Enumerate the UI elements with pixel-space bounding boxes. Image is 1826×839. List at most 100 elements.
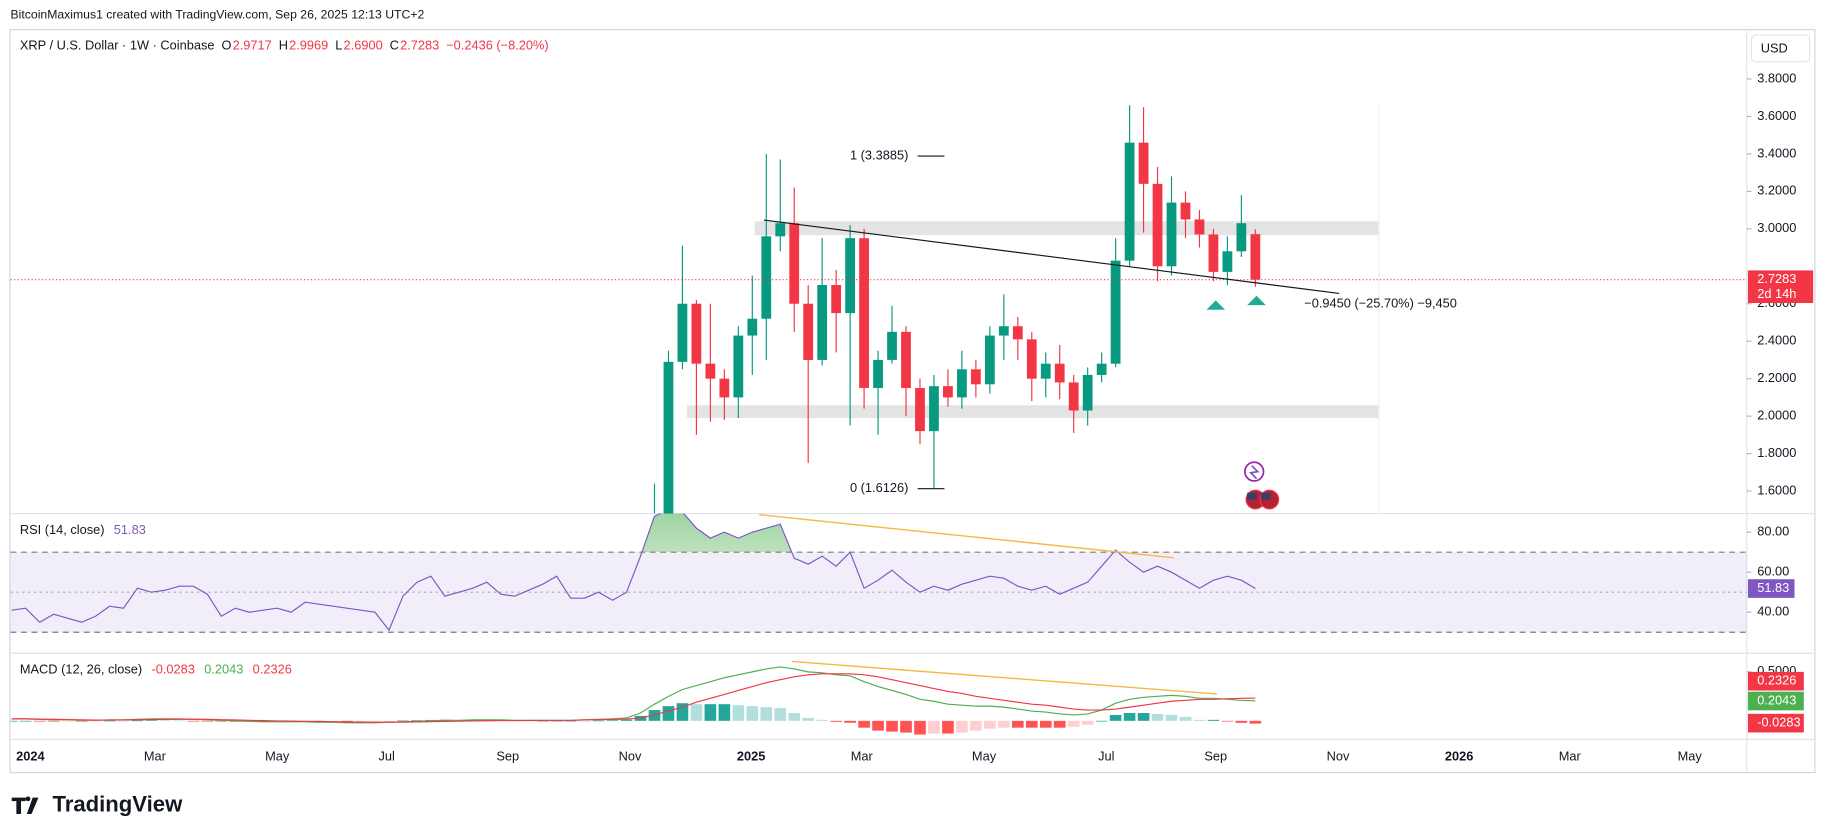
histogram-bar <box>732 705 745 721</box>
last-price-label: 2.7283 <box>1757 271 1796 286</box>
x-tick-label: Sep <box>496 748 519 763</box>
histogram-bar <box>159 720 172 722</box>
macd-value-label: 0.2326 <box>1757 673 1796 688</box>
histogram-bar <box>201 720 214 722</box>
macd-legend-value: 0.2326 <box>253 662 292 677</box>
histogram-bar <box>33 720 46 722</box>
histogram-bar <box>411 720 423 721</box>
histogram-bar <box>215 720 228 722</box>
measure-label: −0.9450 (−25.70%) −9,450 <box>1304 295 1457 310</box>
histogram-bar <box>956 720 968 733</box>
histogram-bar <box>1165 714 1178 721</box>
candle-body <box>1194 219 1205 235</box>
candle-body <box>747 318 758 336</box>
support-zone <box>687 405 1379 419</box>
histogram-bar <box>19 720 32 722</box>
histogram-bar <box>383 720 395 722</box>
macd-line <box>11 673 1256 723</box>
candle-body <box>1040 363 1051 379</box>
arrow-up <box>1206 300 1226 310</box>
y-tick-label: 3.8000 <box>1757 70 1796 85</box>
x-tick-label: Jul <box>378 748 394 763</box>
candle-body <box>1082 374 1093 411</box>
histogram-bar <box>746 706 759 721</box>
candle-body <box>1138 142 1149 184</box>
y-tick-label: 3.2000 <box>1757 183 1796 198</box>
histogram-bar <box>1249 720 1262 724</box>
x-tick-label: 2025 <box>737 748 765 763</box>
candle-body <box>1208 234 1219 272</box>
histogram-bar <box>1025 720 1038 728</box>
candle-body <box>984 335 995 385</box>
y-tick-label: 1.8000 <box>1757 445 1796 460</box>
histogram-bar <box>662 706 675 721</box>
macd-value-label: -0.0283 <box>1757 715 1800 730</box>
y-tick-label: 40.00 <box>1757 604 1789 619</box>
candle-body <box>887 331 897 360</box>
rsi-line <box>11 513 1256 632</box>
event-icon-bolt <box>1248 465 1260 480</box>
histogram-bar <box>131 720 144 722</box>
histogram-bar <box>103 720 116 722</box>
histogram-bar <box>1081 720 1094 725</box>
legend-key: C <box>390 38 399 53</box>
last-price-box <box>1747 270 1814 304</box>
rsi-value-box <box>1747 579 1795 598</box>
macd-value-box <box>1747 713 1804 733</box>
candle-body <box>803 303 814 360</box>
histogram-bar <box>1179 716 1192 721</box>
y-tick-label: 1.6000 <box>1757 482 1796 497</box>
histogram-bar <box>942 720 954 734</box>
legend-value: 2.9717 <box>233 38 272 53</box>
rsi-legend: RSI (14, close) 51.83 <box>20 522 146 537</box>
macd-title: MACD (12, 26, close) <box>20 662 142 677</box>
macd-pane <box>10 666 1262 735</box>
histogram-bar <box>1123 712 1136 721</box>
frame <box>9 29 1816 774</box>
rsi-title: RSI (14, close) <box>20 522 105 537</box>
candle-body <box>719 378 730 398</box>
histogram-bar <box>774 708 787 721</box>
candle-body <box>929 386 939 432</box>
histogram-bar <box>1039 720 1052 728</box>
x-tick-label: 2024 <box>16 748 45 763</box>
candle-body <box>817 285 828 360</box>
rsi-pane <box>10 513 1747 633</box>
countdown: 2d 14h <box>1757 286 1796 301</box>
rsi-line-group <box>11 513 1256 632</box>
attribution: BitcoinMaximus1 created with TradingView… <box>11 7 425 21</box>
divergence-line <box>759 514 1174 559</box>
legend-key: H <box>279 38 288 53</box>
histogram-bar <box>1221 720 1234 722</box>
fib-label: 1 (3.3885) <box>850 147 908 162</box>
candle-body <box>1096 363 1107 375</box>
candle-body <box>970 369 981 385</box>
histogram-bar <box>1011 720 1024 728</box>
overlay-drawings <box>763 219 1340 510</box>
candle-body <box>663 361 674 514</box>
candle-body <box>859 238 869 389</box>
histogram-bar <box>718 704 731 721</box>
x-tick-label: Mar <box>1559 748 1582 763</box>
histogram-bar <box>75 720 88 722</box>
rsi-overbought-fill <box>641 513 1118 553</box>
y-tick-label: 60.00 <box>1757 564 1789 579</box>
histogram-bar <box>872 720 884 731</box>
histogram-bar <box>592 720 605 722</box>
histogram-bar <box>578 720 591 722</box>
histogram-bar <box>984 720 996 729</box>
histogram-bar <box>802 717 815 721</box>
candle-body <box>789 223 800 304</box>
candle-body <box>1068 382 1079 411</box>
macd-line <box>11 666 1256 724</box>
histogram-bar <box>816 719 828 721</box>
y-tick-label: 80.00 <box>1757 524 1789 539</box>
price-pane <box>10 105 1747 514</box>
histogram-bar <box>89 720 102 722</box>
currency: USD <box>1761 40 1788 55</box>
currency-button[interactable] <box>1750 34 1811 63</box>
histogram-bar <box>1067 720 1080 727</box>
candle-body <box>998 326 1009 336</box>
